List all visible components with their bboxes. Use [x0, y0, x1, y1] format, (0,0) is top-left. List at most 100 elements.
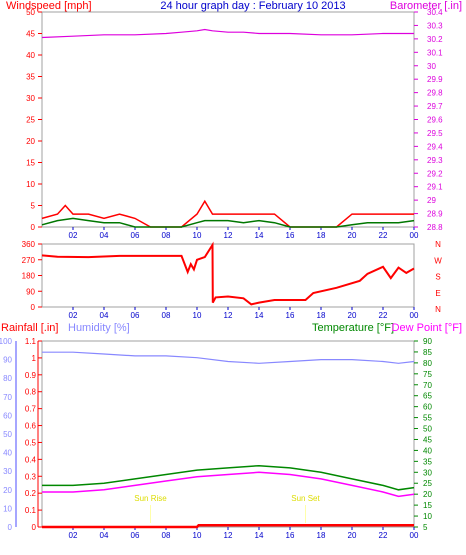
time-tick-label: 00 — [410, 311, 419, 320]
wind-gust-series-line — [41, 199, 414, 228]
temp-tick-label: 20 — [423, 490, 432, 499]
temp-tick-label: 90 — [423, 337, 432, 346]
baro-tick-label: 29.1 — [427, 183, 443, 192]
rain-tick-label: 0.2 — [25, 489, 37, 498]
time-tick-label: 12 — [224, 531, 233, 540]
temp-tick-label: 25 — [423, 479, 432, 488]
temp-tick-label: 75 — [423, 370, 432, 379]
label-barometer: Barometer [.in] — [390, 0, 462, 12]
dir-tick-label: 0 — [31, 303, 36, 312]
humidity-tick-label: 70 — [3, 393, 12, 402]
time-tick-label: 22 — [379, 231, 388, 240]
humidity-series-line — [42, 351, 415, 364]
wind-tick-label: 25 — [26, 116, 35, 125]
time-tick-label: 12 — [224, 231, 233, 240]
time-tick-label: 08 — [162, 311, 171, 320]
label-humidity: Humidity [%] — [68, 322, 130, 334]
baro-tick-label: 29.9 — [427, 75, 443, 84]
time-tick-label: 10 — [193, 531, 202, 540]
rain-tick-label: 0.3 — [25, 472, 37, 481]
temp-tick-label: 65 — [423, 392, 432, 401]
temp-tick-label: 15 — [423, 501, 432, 510]
compass-label: E — [435, 289, 440, 298]
compass-label: W — [434, 256, 442, 265]
rain-tick-label: 0.4 — [25, 455, 37, 464]
time-tick-label: 18 — [317, 231, 326, 240]
time-tick-label: 08 — [162, 531, 171, 540]
time-tick-label: 22 — [379, 531, 388, 540]
wind-tick-label: 10 — [26, 180, 35, 189]
chart-series — [41, 28, 415, 529]
time-tick-label: 04 — [100, 311, 109, 320]
temp-tick-label: 45 — [423, 435, 432, 444]
wind-tick-label: 30 — [26, 94, 35, 103]
wind-tick-label: 15 — [26, 159, 35, 168]
time-tick-label: 06 — [131, 231, 140, 240]
baro-tick-label: 29 — [427, 196, 436, 205]
temp-tick-label: 60 — [423, 403, 432, 412]
humidity-tick-label: 100 — [0, 337, 13, 346]
humidity-tick-label: 80 — [3, 374, 12, 383]
baro-tick-label: 29.7 — [427, 102, 443, 111]
time-tick-label: 14 — [255, 531, 264, 540]
wind-tick-label: 20 — [26, 137, 35, 146]
dir-tick-label: 360 — [22, 240, 36, 249]
frame-wind — [41, 11, 415, 228]
rain-tick-label: 0.8 — [25, 388, 37, 397]
temp-tick-label: 10 — [423, 512, 432, 521]
wind-tick-label: 0 — [31, 223, 36, 232]
wind-tick-label: 35 — [26, 73, 35, 82]
time-tick-label: 20 — [348, 311, 357, 320]
temp-tick-label: 80 — [423, 359, 432, 368]
temp-tick-label: 70 — [423, 381, 432, 390]
temp-tick-label: 35 — [423, 457, 432, 466]
header-labels: Windspeed [mph] 24 hour graph day : Febr… — [1, 0, 462, 334]
rain-tick-label: 0.7 — [25, 405, 37, 414]
baro-tick-label: 29.3 — [427, 156, 443, 165]
time-tick-label: 02 — [69, 231, 78, 240]
frame-bottom — [41, 340, 415, 528]
baro-tick-label: 30.3 — [427, 21, 443, 30]
humidity-tick-label: 0 — [8, 523, 13, 532]
sunrise-label: Sun Rise — [134, 494, 167, 503]
time-tick-label: 10 — [193, 311, 202, 320]
time-tick-label: 02 — [69, 311, 78, 320]
baro-tick-label: 29.5 — [427, 129, 443, 138]
temp-tick-label: 50 — [423, 425, 432, 434]
temp-tick-label: 30 — [423, 468, 432, 477]
rain-tick-label: 0.5 — [25, 438, 37, 447]
label-dewpoint: Dew Point [°F] — [392, 322, 462, 334]
direction-series-line — [41, 241, 415, 306]
baro-tick-label: 29.2 — [427, 169, 443, 178]
humidity-tick-label: 50 — [3, 430, 12, 439]
temp-tick-label: 5 — [423, 523, 428, 532]
rain-tick-label: 0 — [32, 523, 37, 532]
time-tick-label: 16 — [286, 311, 295, 320]
time-tick-label: 14 — [255, 311, 264, 320]
wind-tick-label: 45 — [26, 30, 35, 39]
time-tick-label: 06 — [131, 531, 140, 540]
baro-tick-label: 28.8 — [427, 223, 443, 232]
wind-tick-label: 40 — [26, 51, 35, 60]
humidity-tick-label: 90 — [3, 356, 12, 365]
time-tick-label: 16 — [286, 231, 295, 240]
sunset-label: Sun Set — [291, 494, 320, 503]
temp-tick-label: 55 — [423, 414, 432, 423]
time-tick-label: 10 — [193, 231, 202, 240]
time-tick-label: 08 — [162, 231, 171, 240]
baro-tick-label: 30 — [427, 62, 436, 71]
dewpoint-series-line — [42, 471, 415, 498]
chart-title: 24 hour graph day : February 10 2013 — [160, 0, 345, 12]
compass-label: N — [435, 305, 441, 314]
time-tick-label: 20 — [348, 531, 357, 540]
dir-tick-label: 270 — [22, 256, 36, 265]
time-tick-label: 18 — [317, 311, 326, 320]
rainfall-series-line — [42, 524, 414, 529]
rain-tick-label: 1 — [32, 354, 37, 363]
rain-tick-label: 1.1 — [25, 337, 37, 346]
humidity-tick-label: 20 — [3, 486, 12, 495]
humidity-tick-label: 10 — [3, 504, 12, 513]
compass-label: N — [435, 240, 441, 249]
